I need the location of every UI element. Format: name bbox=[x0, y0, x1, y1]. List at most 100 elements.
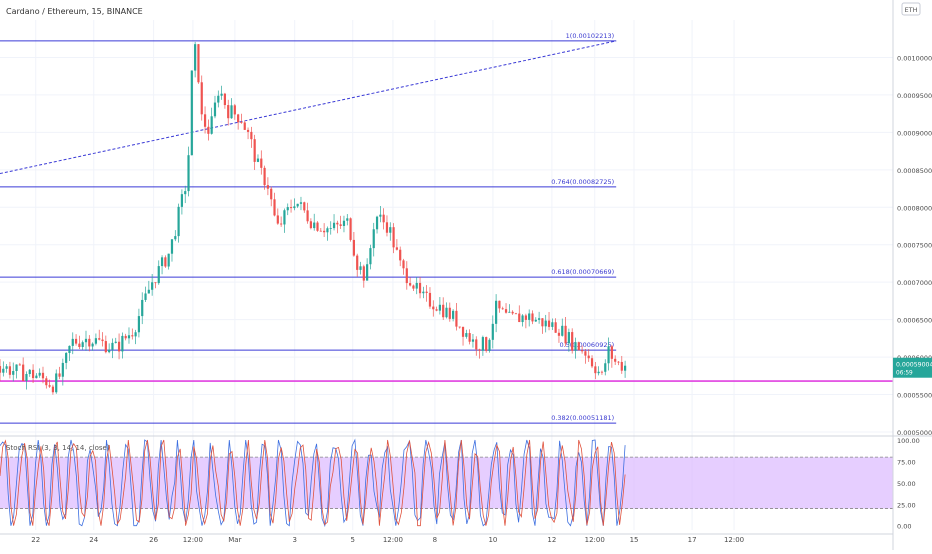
candle-body bbox=[428, 292, 432, 307]
candle-body bbox=[94, 338, 98, 344]
candle-body bbox=[597, 371, 600, 374]
candle-body bbox=[455, 310, 458, 327]
candle-body bbox=[12, 371, 15, 375]
time-tick-label: 17 bbox=[688, 536, 697, 544]
candle-body bbox=[339, 224, 342, 226]
candle-body bbox=[134, 332, 137, 337]
candle-body bbox=[25, 374, 28, 381]
rsi-tick-label: 0.00 bbox=[897, 523, 911, 531]
candle-body bbox=[362, 266, 365, 281]
candle-body bbox=[485, 337, 488, 351]
candle-body bbox=[323, 230, 326, 233]
candle-body bbox=[243, 122, 246, 130]
time-tick-label: 5 bbox=[351, 536, 355, 544]
candle-body bbox=[425, 291, 428, 293]
candle-body bbox=[260, 158, 263, 168]
candle-body bbox=[547, 320, 551, 327]
candle-body bbox=[528, 313, 531, 320]
candle-body bbox=[574, 342, 577, 351]
candle-body bbox=[309, 221, 312, 229]
candle-body bbox=[233, 105, 236, 115]
candle-body bbox=[448, 307, 451, 319]
candle-body bbox=[283, 210, 286, 225]
candle-body bbox=[180, 194, 184, 207]
candle-body bbox=[22, 364, 25, 381]
candle-body bbox=[101, 339, 104, 342]
candle-body bbox=[564, 325, 567, 344]
time-tick-label: 12:00 bbox=[724, 536, 744, 544]
candle-body bbox=[98, 338, 101, 340]
candle-body bbox=[256, 158, 260, 162]
candle-body bbox=[71, 338, 74, 346]
candle-body bbox=[418, 282, 422, 294]
time-tick-label: 15 bbox=[630, 536, 639, 544]
candle-body bbox=[170, 239, 174, 254]
candle-body bbox=[319, 230, 322, 232]
rsi-tick-label: 100.00 bbox=[897, 437, 920, 445]
candle-body bbox=[41, 372, 45, 379]
candle-body bbox=[458, 326, 461, 328]
fib-retracement[interactable]: 1(0.00102213) 0.764(0.00082725) 0.618(0.00… bbox=[0, 32, 893, 424]
candle-body bbox=[442, 304, 445, 318]
fib-level-label: 0.618(0.00070669) bbox=[551, 268, 614, 276]
current-price-label: 0.00059004 bbox=[896, 362, 932, 369]
candle-body bbox=[160, 257, 164, 267]
candle-body bbox=[35, 375, 38, 379]
candle-body bbox=[402, 260, 405, 269]
candle-body bbox=[541, 318, 544, 327]
candle-body bbox=[471, 339, 475, 342]
candle-body bbox=[227, 105, 230, 119]
candle-body bbox=[31, 369, 35, 379]
time-tick-label: 22 bbox=[31, 536, 40, 544]
candle-body bbox=[78, 343, 81, 348]
candle-body bbox=[55, 373, 58, 393]
candle-body bbox=[604, 363, 607, 372]
candle-body bbox=[194, 44, 197, 71]
candle-body bbox=[220, 93, 223, 96]
candle-body bbox=[524, 315, 527, 320]
candle-body bbox=[81, 342, 84, 348]
candle-body bbox=[382, 214, 385, 223]
candle-body bbox=[164, 257, 167, 267]
rsi-tick-label: 75.00 bbox=[897, 458, 916, 466]
currency-badge-label: ETH bbox=[905, 6, 918, 14]
fib-level-label: 0.382(0.00051181) bbox=[551, 414, 614, 422]
candle-body bbox=[498, 300, 501, 309]
candle-body bbox=[584, 351, 587, 356]
candle-body bbox=[104, 341, 107, 353]
candle-body bbox=[508, 311, 511, 313]
candle-body bbox=[270, 188, 273, 200]
candle-body bbox=[296, 203, 299, 207]
candle-body bbox=[246, 129, 250, 132]
time-tick-label: 26 bbox=[149, 536, 158, 544]
candle-body bbox=[306, 210, 309, 222]
candle-body bbox=[395, 247, 398, 250]
stoch-rsi-k-line bbox=[0, 438, 626, 528]
candle-body bbox=[213, 102, 217, 117]
candle-body bbox=[518, 313, 521, 323]
candle-body bbox=[51, 386, 55, 393]
candle-body bbox=[137, 316, 141, 333]
candle-body bbox=[124, 335, 127, 339]
candle-body bbox=[336, 222, 339, 225]
candle-body bbox=[624, 365, 627, 371]
candle-body bbox=[534, 319, 537, 322]
trendline bbox=[0, 40, 617, 175]
currency-badge[interactable]: ETH bbox=[901, 2, 921, 16]
time-tick-label: 3 bbox=[292, 536, 296, 544]
candle-body bbox=[438, 304, 441, 311]
candle-body bbox=[332, 222, 336, 229]
candle-body bbox=[488, 339, 491, 351]
candle-body bbox=[316, 222, 319, 231]
candle-body bbox=[253, 139, 256, 162]
candle-body bbox=[452, 310, 455, 319]
candle-body bbox=[514, 313, 518, 315]
candle-body bbox=[600, 371, 604, 373]
candle-body bbox=[359, 266, 362, 270]
